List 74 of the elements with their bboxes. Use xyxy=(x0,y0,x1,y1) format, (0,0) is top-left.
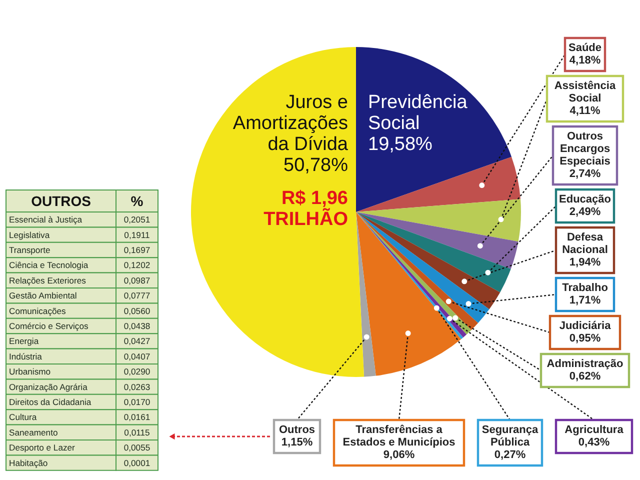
text: 0,1202 xyxy=(124,260,150,270)
slice-label: Segurança Pública xyxy=(482,424,540,448)
pie-slice xyxy=(356,199,521,242)
slice-label: Previdência Social xyxy=(368,92,468,134)
text: 0,0001 xyxy=(124,458,150,468)
pie-slice xyxy=(356,212,376,377)
slice-label: Defesa Nacional xyxy=(562,232,608,256)
text: % xyxy=(130,193,144,209)
text: 0,0263 xyxy=(124,382,150,392)
text: R$ 1,96 TRILHÃO xyxy=(264,188,348,230)
data-label: 1,15% xyxy=(281,436,313,448)
category-label: Transporte xyxy=(9,245,50,255)
pie-slice xyxy=(191,47,364,377)
text: 0,0777 xyxy=(124,290,150,301)
data-label: 0,95% xyxy=(569,332,601,344)
slice-label: Assistência Social xyxy=(554,80,616,104)
pie-slice xyxy=(356,156,520,212)
data-label: 4,18% xyxy=(569,54,601,66)
pie-slice xyxy=(356,212,500,310)
category-label: Organização Agrária xyxy=(9,382,88,392)
text: 0,0055 xyxy=(124,442,150,453)
data-label: 1,94% xyxy=(569,256,601,268)
text: 0,0427 xyxy=(124,336,150,346)
text: 0,0290 xyxy=(124,366,150,377)
data-label: 2,74% xyxy=(569,168,601,180)
category-label: Direitos da Cidadania xyxy=(9,397,92,407)
pie-slice xyxy=(356,212,518,269)
slice-label: Educação xyxy=(559,194,612,206)
slice-label: Juros e Amortizações da Dívida xyxy=(232,92,348,156)
text: 0,0438 xyxy=(124,321,150,331)
text: 0,0161 xyxy=(124,412,150,422)
text: 0,0407 xyxy=(124,351,150,362)
data-label: 9,06% xyxy=(383,449,415,461)
category-label: Relações Exteriores xyxy=(9,275,86,286)
text: 0,2051 xyxy=(124,214,150,225)
slice-label: Agricultura xyxy=(564,424,624,436)
category-label: Essencial à Justiça xyxy=(9,214,82,225)
text: 0,1911 xyxy=(124,230,150,240)
data-label: 0,43% xyxy=(578,436,610,448)
slice-label: Judiciária xyxy=(559,320,612,332)
slice-label: Trabalho xyxy=(562,282,608,294)
data-label: 4,11% xyxy=(570,105,601,117)
pie-slice xyxy=(356,212,511,292)
slice-label: Saúde xyxy=(568,42,602,54)
text: OUTROS xyxy=(31,193,91,209)
data-label: 1,71% xyxy=(569,294,601,306)
category-label: Desporto e Lazer xyxy=(9,442,76,453)
slice-label: Transferências a Estados e Municípios xyxy=(342,424,456,448)
text: 0,0560 xyxy=(124,306,150,316)
category-label: Urbanismo xyxy=(9,366,51,377)
category-label: Comércio e Serviços xyxy=(9,321,88,331)
text: 0,1697 xyxy=(124,245,150,255)
category-label: Gestão Ambiental xyxy=(9,290,77,301)
text: 0,0115 xyxy=(124,427,150,438)
category-label: Habitação xyxy=(9,458,48,468)
category-label: Energia xyxy=(9,336,39,346)
category-label: Indústria xyxy=(9,351,42,362)
data-label: 50,78% xyxy=(284,155,348,176)
slice-label: Outros xyxy=(278,424,316,436)
pie-slice xyxy=(356,47,512,212)
data-label: 0,62% xyxy=(569,370,601,382)
slice-label: Administração xyxy=(546,358,624,370)
category-label: Legislativa xyxy=(9,230,50,240)
data-label: 0,27% xyxy=(494,449,526,461)
text: 0,0170 xyxy=(124,397,150,407)
category-label: Ciência e Tecnologia xyxy=(9,260,88,270)
data-label: 19,58% xyxy=(368,134,433,156)
text: 0,0987 xyxy=(124,275,150,286)
pie-slice xyxy=(356,212,462,376)
category-label: Saneamento xyxy=(9,427,58,438)
category-label: Comunicações xyxy=(9,306,66,316)
data-label: 2,49% xyxy=(569,206,601,218)
slice-label: Outros Encargos Especiais xyxy=(560,130,610,168)
category-label: Cultura xyxy=(9,412,37,422)
